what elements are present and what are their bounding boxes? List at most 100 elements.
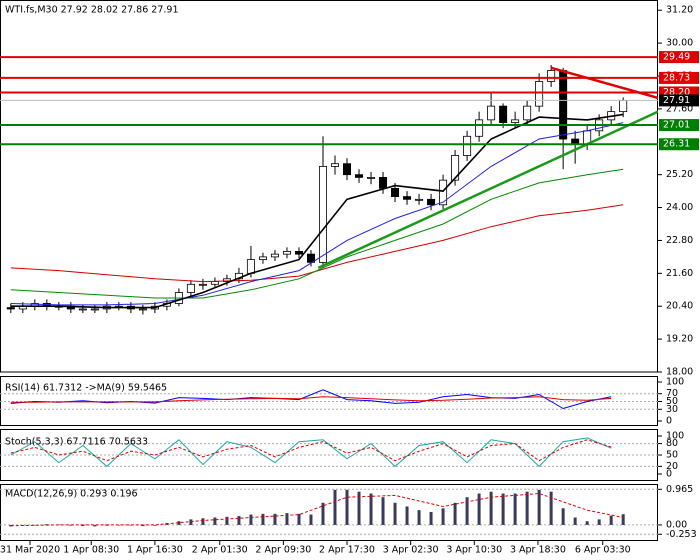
x-tick-label: 2 Apr 01:30 <box>192 545 248 556</box>
y-tick-label: 80 <box>666 438 678 449</box>
y-tick-label: 30 <box>666 404 678 415</box>
y-tick-label: 0 <box>666 469 672 480</box>
trendline <box>317 110 658 269</box>
panel-title: WTI.fs,M30 27.92 28.02 27.86 27.91 <box>5 5 178 16</box>
y-tick-label: 21.60 <box>666 268 693 279</box>
histogram-bar <box>45 524 49 525</box>
histogram-bar <box>525 491 529 525</box>
candle-body <box>487 105 496 121</box>
price-level-box <box>659 119 699 132</box>
histogram-bar <box>561 508 565 525</box>
panel-title: MACD(12,26,9) 0.293 0.196 <box>5 489 138 500</box>
histogram-bar <box>333 489 337 525</box>
histogram-bar <box>441 508 445 525</box>
y-tick-label: 50 <box>666 396 678 407</box>
y-tick-label: 25.20 <box>666 169 693 180</box>
candle-body <box>415 198 424 201</box>
panel-title: Stoch(5,3,3) 67.7116 70.5633 <box>5 437 148 448</box>
candle-body <box>318 166 327 263</box>
y-tick-label: 100 <box>666 431 684 442</box>
candle-body <box>427 198 436 206</box>
candle-body <box>138 308 147 311</box>
indicator-line <box>10 396 612 403</box>
panel <box>0 488 658 535</box>
histogram-bar <box>249 514 253 525</box>
histogram-bar <box>465 497 469 525</box>
candle-body <box>258 256 267 261</box>
candle-body <box>294 251 303 255</box>
histogram-bar <box>621 514 625 525</box>
price-level-label: 28.73 <box>663 72 690 83</box>
histogram-bar <box>489 491 493 525</box>
histogram-bar <box>501 493 505 525</box>
indicator-line <box>10 168 624 299</box>
price-level-label: 27.01 <box>663 120 690 131</box>
histogram-bar <box>213 517 217 525</box>
candle-body <box>475 119 484 137</box>
candle-body <box>306 253 315 263</box>
panel-title: RSI(14) 61.7312 ->MA(9) 59.5465 <box>5 383 167 394</box>
indicator-line <box>10 439 612 462</box>
candle-body <box>559 70 568 140</box>
panel <box>0 389 658 410</box>
histogram-bar <box>513 493 517 525</box>
histogram-bar <box>585 521 589 525</box>
histogram-bar <box>177 521 181 525</box>
candle-body <box>391 187 400 197</box>
candle-body <box>619 99 628 113</box>
histogram-bar <box>477 493 481 525</box>
candle-body <box>210 281 219 285</box>
y-tick-label: 0 <box>666 416 672 427</box>
y-tick-label: 18.00 <box>666 367 693 378</box>
y-tick-label: 27.60 <box>666 103 693 114</box>
candle-body <box>270 253 279 258</box>
x-tick-label: 2 Apr 09:30 <box>255 545 311 556</box>
y-tick-label: 22.80 <box>666 235 693 246</box>
histogram-bar <box>237 516 241 525</box>
histogram-bar <box>393 502 397 525</box>
histogram-bar <box>273 513 277 525</box>
indicator-line <box>10 113 624 309</box>
histogram-bar <box>597 519 601 525</box>
y-tick-label: 31.20 <box>666 5 693 16</box>
y-tick-label: 19.20 <box>666 334 693 345</box>
histogram-bar <box>429 512 433 525</box>
candle-body <box>355 174 364 178</box>
histogram-bar <box>81 524 85 527</box>
candle-body <box>403 196 412 200</box>
main-panel-frame <box>0 0 658 373</box>
histogram-bar <box>141 524 145 527</box>
y-tick-label: 70 <box>666 388 678 399</box>
histogram-bar <box>201 518 205 525</box>
candle-body <box>511 119 520 123</box>
candle-body <box>246 259 255 274</box>
histogram-bar <box>609 515 613 525</box>
indicator-line <box>10 122 624 306</box>
price-level-label: 29.49 <box>663 52 690 63</box>
price-level-box <box>659 51 699 64</box>
histogram-bar <box>345 489 349 525</box>
indicator-line <box>10 389 612 410</box>
indicator-line <box>10 204 624 283</box>
histogram-bar <box>117 524 121 526</box>
candle-body <box>282 251 291 255</box>
histogram-bar <box>189 519 193 525</box>
candle-body <box>499 105 508 123</box>
histogram-bar <box>405 506 409 525</box>
y-tick-label: 100 <box>666 377 684 388</box>
histogram-bar <box>33 524 37 526</box>
candle-body <box>198 283 207 286</box>
histogram-bar <box>297 513 301 525</box>
histogram-bar <box>549 491 553 525</box>
x-tick-label: 1 Apr 16:30 <box>127 545 183 556</box>
x-tick-label: 31 Mar 2020 <box>0 545 60 556</box>
x-tick-label: 3 Apr 10:30 <box>446 545 502 556</box>
candle-body <box>343 163 352 176</box>
histogram-bar <box>369 493 373 525</box>
x-tick-label: 2 Apr 17:30 <box>319 545 375 556</box>
y-tick-label: 50 <box>666 450 678 461</box>
price-level-box <box>659 71 699 84</box>
candle-body <box>6 307 15 310</box>
price-level-label: 27.91 <box>663 95 690 106</box>
y-tick-label: 20 <box>666 461 678 472</box>
